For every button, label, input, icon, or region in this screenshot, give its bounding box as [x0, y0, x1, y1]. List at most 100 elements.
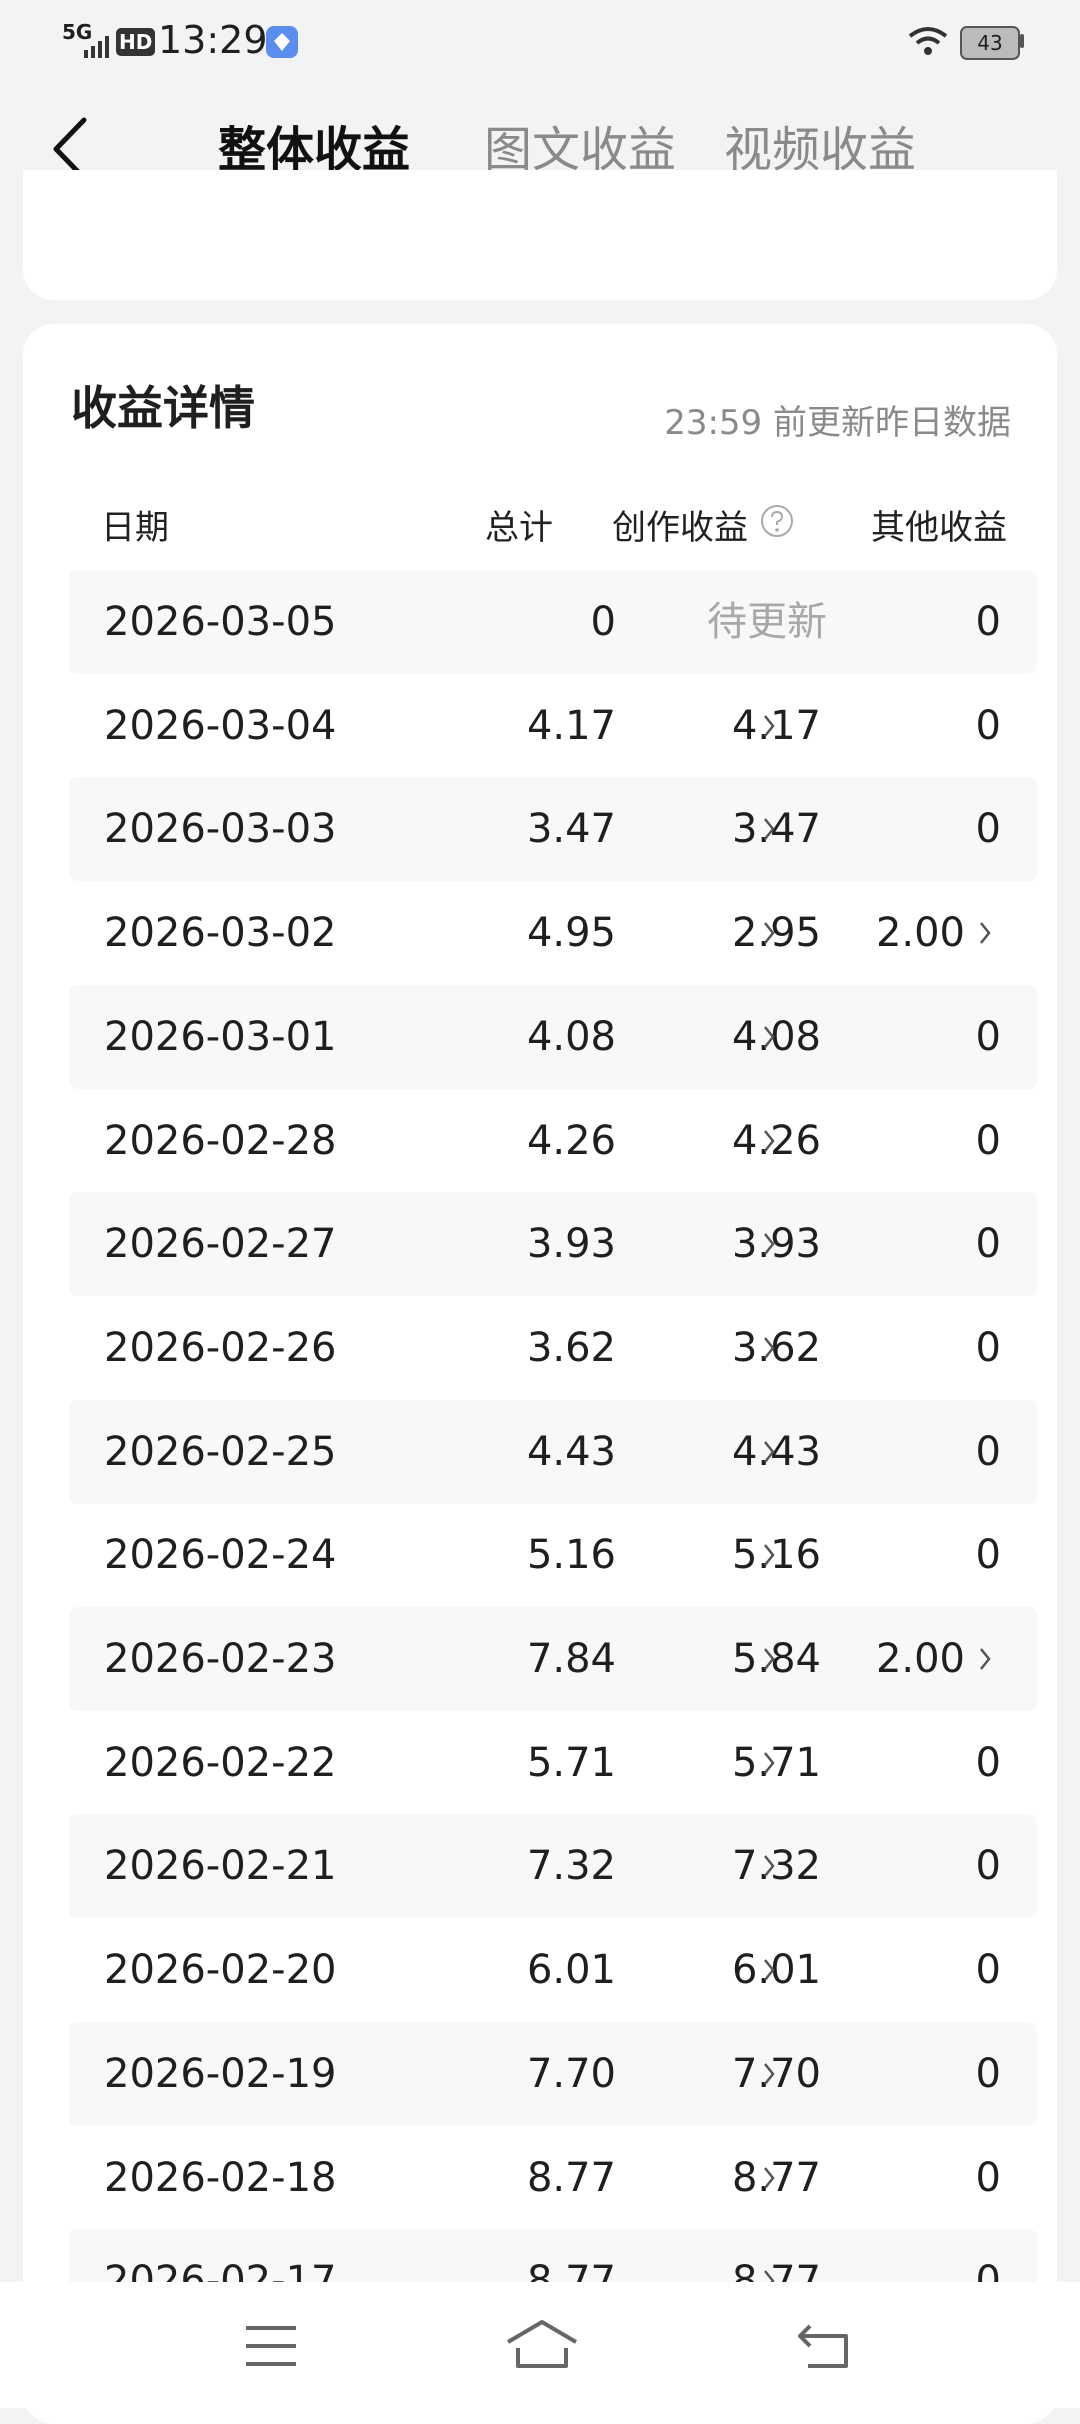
creation-income[interactable]: 8.77 [731, 2154, 821, 2201]
total: 8.77 [526, 2154, 616, 2201]
tab[interactable]: 整体收益 [218, 122, 411, 178]
date: 2026-03-05 [104, 599, 337, 645]
table-row: 2026-03-04 4.17 4.17 0 [69, 674, 1037, 778]
battery-tip [1020, 34, 1024, 48]
other-income: 0 [975, 1739, 1001, 1786]
date: 2026-02-20 [104, 1947, 337, 1994]
table-row: 2026-02-27 3.93 3.93 0 [69, 1192, 1037, 1297]
update-note: 23:59 前更新昨日数据 [664, 403, 1011, 443]
total: 8.77 [526, 2258, 616, 2282]
creation-income[interactable]: 3.47 [731, 806, 821, 853]
tab[interactable]: 图文收益 [484, 122, 677, 178]
creation-income[interactable]: 4.17 [731, 702, 821, 749]
table-row: 2026-02-22 5.71 5.71 0 [69, 1711, 1037, 1815]
date: 2026-02-18 [104, 2154, 337, 2201]
chevron [764, 714, 775, 737]
table-row: 2026-03-02 4.95 2.95 2.00 [69, 881, 1037, 985]
total: 4.95 [526, 910, 616, 957]
column-header: 总计 [485, 508, 553, 548]
chevron [764, 1026, 775, 1048]
chevron [764, 1544, 775, 1567]
signal-icon [84, 36, 109, 58]
creation-income[interactable]: 7.32 [731, 1843, 821, 1890]
back-nav-button[interactable] [796, 2322, 852, 2370]
other-income[interactable]: 2.00 [875, 1636, 965, 1682]
creation-income[interactable]: 4.26 [731, 1117, 821, 1164]
creation-income[interactable]: 6.01 [731, 1947, 821, 1994]
other-income: 0 [975, 806, 1001, 853]
chevron [764, 1337, 775, 1359]
other-income: 0 [975, 1117, 1001, 1164]
help-icon[interactable] [760, 504, 794, 538]
total: 4.26 [526, 1117, 616, 1164]
table-row: 2026-02-24 5.16 5.16 0 [69, 1503, 1037, 1607]
table-row: 2026-02-23 7.84 5.84 2.00 [69, 1607, 1037, 1711]
table-body: 2026-03-05 0 待更新 0 2026-03-04 4.17 4.17 0 2026-0… [69, 570, 1037, 2282]
total: 7.84 [526, 1636, 616, 1682]
chevron [764, 1129, 775, 1152]
wifi-icon [908, 27, 948, 55]
navigation-bar [0, 2282, 1080, 2408]
total: 7.32 [526, 1843, 616, 1890]
total: 3.47 [526, 806, 616, 853]
other-income[interactable]: 2.00 [875, 910, 965, 957]
chevron [980, 1648, 991, 1670]
column-header: 创作收益 [612, 508, 748, 548]
other-income: 0 [975, 2154, 1001, 2201]
other-income: 0 [975, 2258, 1001, 2282]
creation-income[interactable]: 8.77 [731, 2258, 821, 2282]
date: 2026-02-27 [104, 1221, 337, 1268]
chevron [980, 922, 991, 944]
chevron [764, 2270, 775, 2282]
other-income: 0 [975, 1013, 1001, 1060]
date: 2026-03-01 [104, 1013, 337, 1060]
creation-income[interactable]: 3.93 [731, 1221, 821, 1268]
total: 5.16 [526, 1532, 616, 1579]
creation-income[interactable]: 5.71 [731, 1739, 821, 1786]
hd-badge: HD [116, 28, 156, 56]
creation-income[interactable]: 2.95 [731, 910, 821, 957]
chevron [764, 1440, 775, 1463]
other-income: 0 [975, 1324, 1001, 1371]
header: 整体收益 图文收益 视频收益 [0, 80, 1080, 200]
creation-income[interactable]: 5.16 [731, 1532, 821, 1579]
date: 2026-02-26 [104, 1324, 337, 1371]
chevron [764, 1648, 775, 1670]
table-row: 2026-03-05 0 待更新 0 [69, 570, 1037, 674]
clock: 13:29 [158, 18, 268, 62]
menu-button[interactable] [244, 2324, 298, 2368]
date: 2026-02-24 [104, 1532, 337, 1579]
chevron [764, 2166, 775, 2189]
column-header: 其他收益 [871, 508, 1007, 548]
creation-income[interactable]: 4.08 [731, 1013, 821, 1060]
date: 2026-03-02 [104, 910, 337, 957]
top-card [23, 170, 1057, 300]
other-income: 0 [975, 1221, 1001, 1268]
column-header: 日期 [101, 508, 169, 548]
network: 5G [62, 20, 93, 44]
creation-income[interactable]: 4.43 [731, 1428, 821, 1475]
home-button[interactable] [504, 2318, 580, 2370]
total: 4.43 [526, 1428, 616, 1475]
total: 4.08 [526, 1013, 616, 1060]
other-income: 0 [975, 1947, 1001, 1994]
table-row: 2026-02-26 3.62 3.62 0 [69, 1296, 1037, 1400]
battery: 43 [960, 26, 1020, 60]
total: 3.62 [526, 1324, 616, 1371]
back-button[interactable] [50, 116, 90, 182]
creation-income[interactable]: 7.70 [731, 2050, 821, 2097]
total: 7.70 [526, 2050, 616, 2097]
table-row: 2026-02-21 7.32 7.32 0 [69, 1814, 1037, 1919]
table-row: 2026-03-01 4.08 4.08 0 [69, 984, 1037, 1089]
total: 4.17 [526, 702, 616, 749]
date: 2026-02-21 [104, 1843, 337, 1890]
total: 6.01 [526, 1947, 616, 1994]
creation-income[interactable]: 3.62 [731, 1324, 821, 1371]
creation-income[interactable]: 5.84 [731, 1636, 821, 1682]
chevron [764, 818, 775, 841]
table-row: 2026-03-03 3.47 3.47 0 [69, 777, 1037, 882]
tab[interactable]: 视频收益 [724, 122, 917, 178]
other-income: 0 [975, 599, 1001, 645]
app-icon [266, 26, 298, 58]
